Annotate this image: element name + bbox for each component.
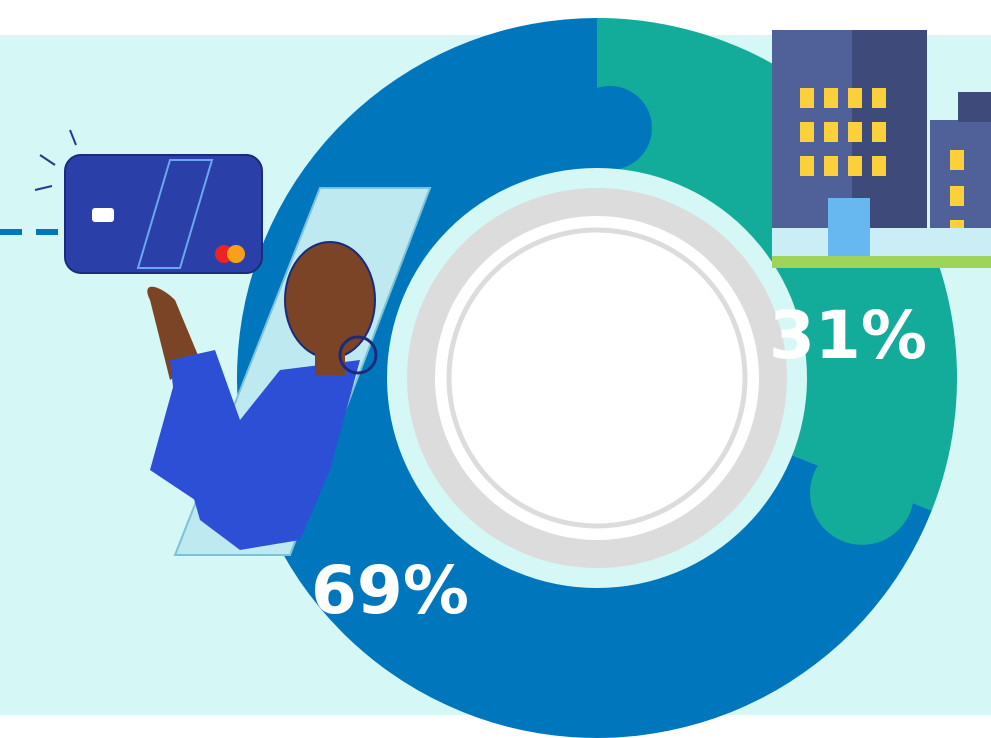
inner-circle-border — [446, 227, 748, 529]
value-label: 31% — [769, 297, 927, 374]
puzzle-knob — [568, 86, 652, 170]
puzzle-knob — [809, 440, 914, 545]
buildings-icon — [772, 30, 991, 268]
value-label: 69% — [311, 552, 469, 629]
person-illustration — [147, 187, 432, 556]
credit-card-icon — [34, 129, 263, 274]
